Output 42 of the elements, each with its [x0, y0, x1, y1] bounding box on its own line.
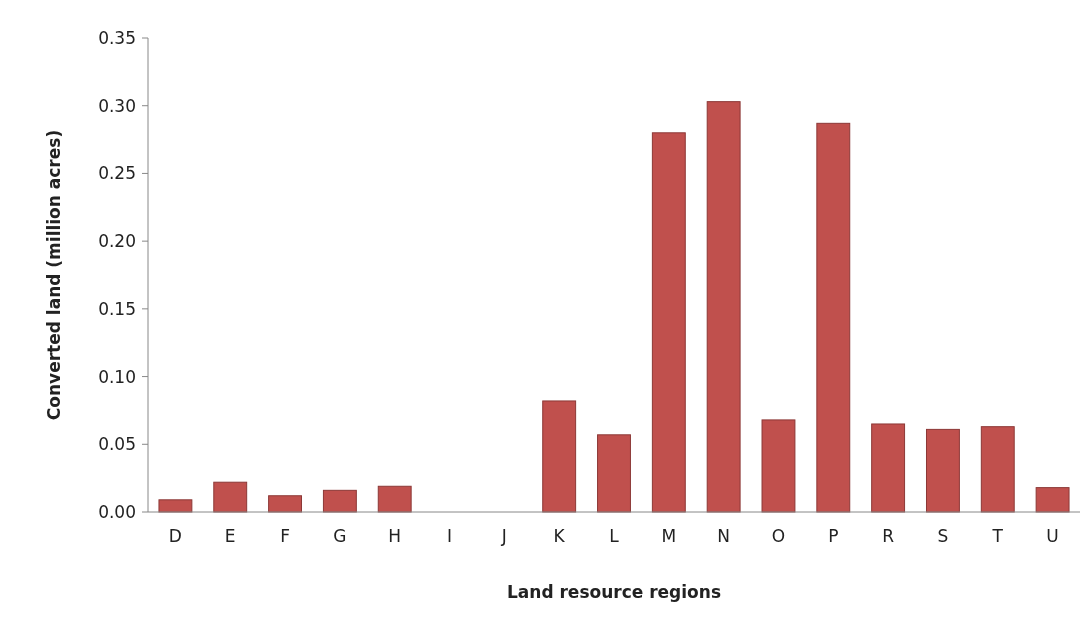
bar	[322, 489, 357, 513]
x-tick-label: J	[500, 526, 507, 546]
x-tick-label: O	[771, 526, 786, 546]
x-tick-label: S	[937, 526, 949, 546]
y-tick-label: 0.30	[98, 95, 136, 116]
x-tick-label: M	[661, 526, 677, 546]
bar	[542, 400, 577, 513]
y-tick-label: 0.00	[98, 501, 136, 522]
x-tick-label: H	[388, 526, 402, 546]
x-tick-label: R	[882, 526, 895, 546]
x-axis-title: Land resource regions	[506, 582, 722, 602]
x-tick-label: E	[224, 526, 236, 546]
x-tick-label: P	[828, 526, 839, 546]
bar	[651, 132, 686, 513]
x-tick-label: K	[553, 526, 566, 546]
x-tick-label: I	[447, 526, 453, 546]
bar	[597, 434, 631, 513]
y-tick-label: 0.15	[98, 298, 136, 319]
y-tick-label: 0.35	[98, 27, 136, 48]
y-tick-label: 0.25	[98, 163, 136, 184]
bar	[213, 481, 248, 513]
y-axis-title: Converted land (million acres)	[44, 129, 64, 421]
x-tick-label: F	[280, 526, 290, 546]
bar	[377, 485, 412, 513]
x-tick-label: G	[333, 526, 347, 546]
bar	[871, 423, 906, 513]
bar	[761, 419, 796, 513]
y-tick-label: 0.20	[98, 231, 136, 252]
x-tick-label: D	[168, 526, 182, 546]
bar	[925, 428, 960, 513]
bar	[816, 122, 851, 513]
bar	[706, 101, 741, 513]
x-tick-label: U	[1046, 526, 1059, 546]
bar	[980, 426, 1015, 513]
bar	[268, 495, 303, 513]
bar	[1035, 487, 1070, 513]
x-tick-label: N	[717, 526, 731, 546]
y-tick-label: 0.05	[98, 434, 136, 455]
x-tick-label: T	[991, 526, 1004, 546]
y-tick-label: 0.10	[98, 366, 136, 387]
x-tick-label: L	[609, 526, 620, 546]
bar	[158, 499, 193, 513]
